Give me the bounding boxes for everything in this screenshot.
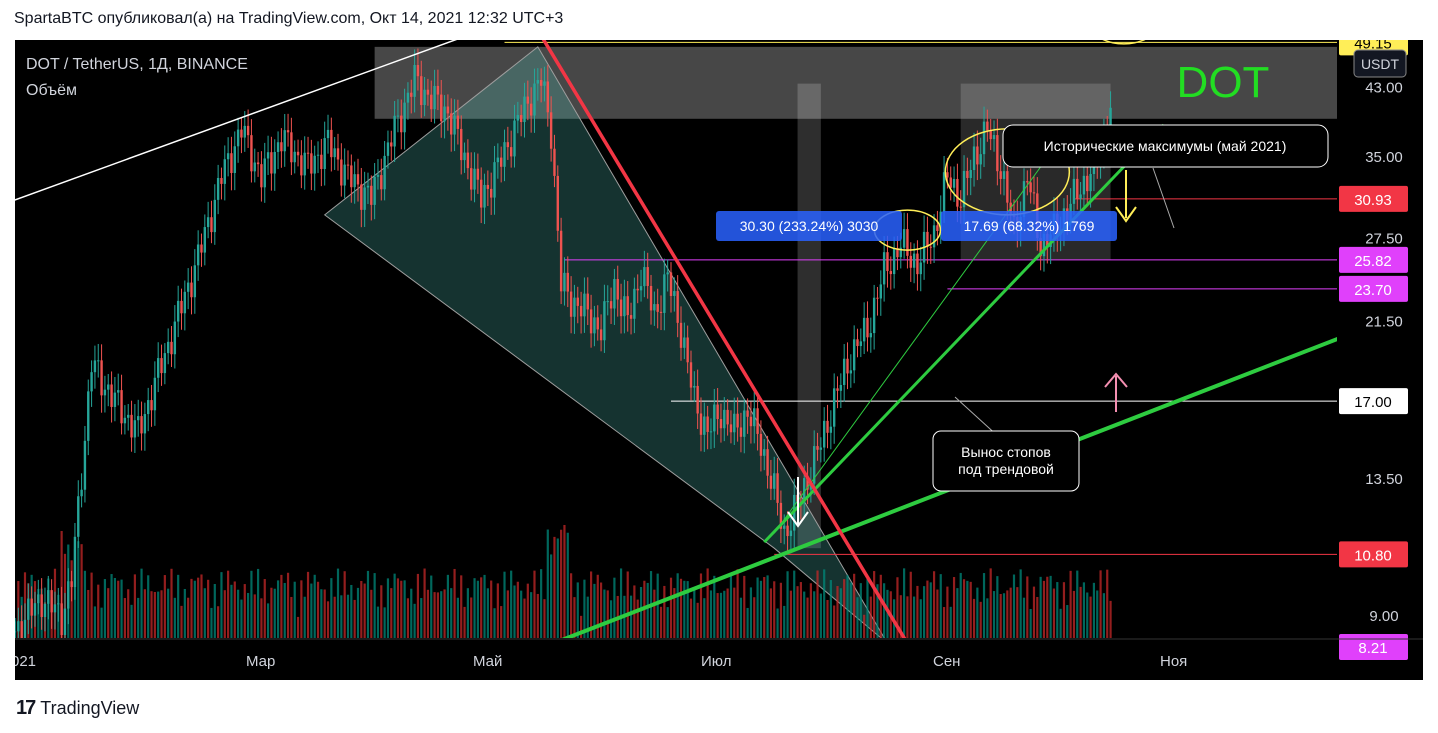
plot-area xyxy=(15,40,1337,638)
price-chart[interactable]: 30.30 (233.24%) 3030 17.69 (68.32%) 1769 И… xyxy=(15,40,1423,680)
arrow-down-yellow-icon xyxy=(1115,170,1137,223)
price-label: 8.21 xyxy=(1339,634,1408,661)
price-label-text: 8.21 xyxy=(1358,640,1387,657)
x-tick-label: Июл xyxy=(701,653,731,670)
price-label: 25.82 xyxy=(1339,246,1408,273)
chart-area[interactable]: 30.30 (233.24%) 3030 17.69 (68.32%) 1769 И… xyxy=(15,40,1423,680)
arrow-down-white-icon xyxy=(787,477,809,528)
symbol-info: DOT / TetherUS, 1Д, BINANCE xyxy=(26,56,248,73)
callout-stops-line: под трендовой xyxy=(958,461,1054,477)
price-label-text: 10.80 xyxy=(1354,547,1392,564)
x-tick-label: Ноя xyxy=(1160,653,1187,670)
trend-support-main xyxy=(561,336,1337,638)
price-label-text: 23.70 xyxy=(1354,282,1392,299)
channel-upper-line xyxy=(15,40,458,201)
measure-label-text: 30.30 (233.24%) 3030 xyxy=(740,218,879,234)
x-tick-label: Май xyxy=(473,653,502,670)
tradingview-footer[interactable]: 17 TradingView xyxy=(16,697,139,720)
publish-info: SpartaBTC опубликовал(а) на TradingView.… xyxy=(14,10,564,27)
measure-label: 17.69 (68.32%) 1769 xyxy=(941,211,1117,241)
price-label: 17.00 xyxy=(1339,388,1408,415)
price-label-text: 49.15 xyxy=(1354,40,1392,52)
trend-support-fast xyxy=(763,123,1165,544)
callout-ath-text: Исторические максимумы (май 2021) xyxy=(1044,138,1287,154)
y-tick-label: 9.00 xyxy=(1369,608,1398,625)
y-tick-label: 13.50 xyxy=(1365,471,1403,488)
tradingview-logo-icon: 17 xyxy=(16,697,36,719)
volume-indicator-label: Объём xyxy=(26,82,77,99)
brand-name: TradingView xyxy=(40,698,140,718)
x-tick-label: Сен xyxy=(933,653,960,670)
price-label-text: 30.93 xyxy=(1354,192,1392,209)
price-label-text: 17.00 xyxy=(1354,394,1392,411)
y-tick-label: 35.00 xyxy=(1365,149,1403,166)
highlight-ellipse-ath xyxy=(1102,40,1146,45)
measure-label: 30.30 (233.24%) 3030 xyxy=(716,211,902,241)
measure-box-left xyxy=(797,83,821,549)
y-tick-label: 27.50 xyxy=(1365,231,1403,248)
x-tick-label: Мар xyxy=(246,653,275,670)
callout-ath: Исторические максимумы (май 2021) xyxy=(1002,124,1329,168)
currency-button[interactable]: USDT xyxy=(1353,49,1407,78)
x-tick-label: 021 xyxy=(15,653,36,670)
y-tick-label: 43.00 xyxy=(1365,80,1403,97)
callout-ath-pointer xyxy=(1152,167,1175,229)
measure-label-text: 17.69 (68.32%) 1769 xyxy=(964,218,1095,234)
y-tick-label: 21.50 xyxy=(1365,314,1403,331)
volume-bars xyxy=(15,524,1112,638)
candles xyxy=(15,48,1112,638)
currency-button-label: USDT xyxy=(1361,56,1400,72)
resistance-line xyxy=(541,40,907,638)
price-label: 23.70 xyxy=(1339,275,1408,302)
arrow-up-pink-icon xyxy=(1104,372,1128,412)
watermark-symbol: DOT xyxy=(1177,58,1270,107)
callout-stops-line: Вынос стопов xyxy=(961,444,1051,460)
price-label: 10.80 xyxy=(1339,541,1408,568)
price-label: 30.93 xyxy=(1339,185,1408,212)
price-label-text: 25.82 xyxy=(1354,253,1392,270)
